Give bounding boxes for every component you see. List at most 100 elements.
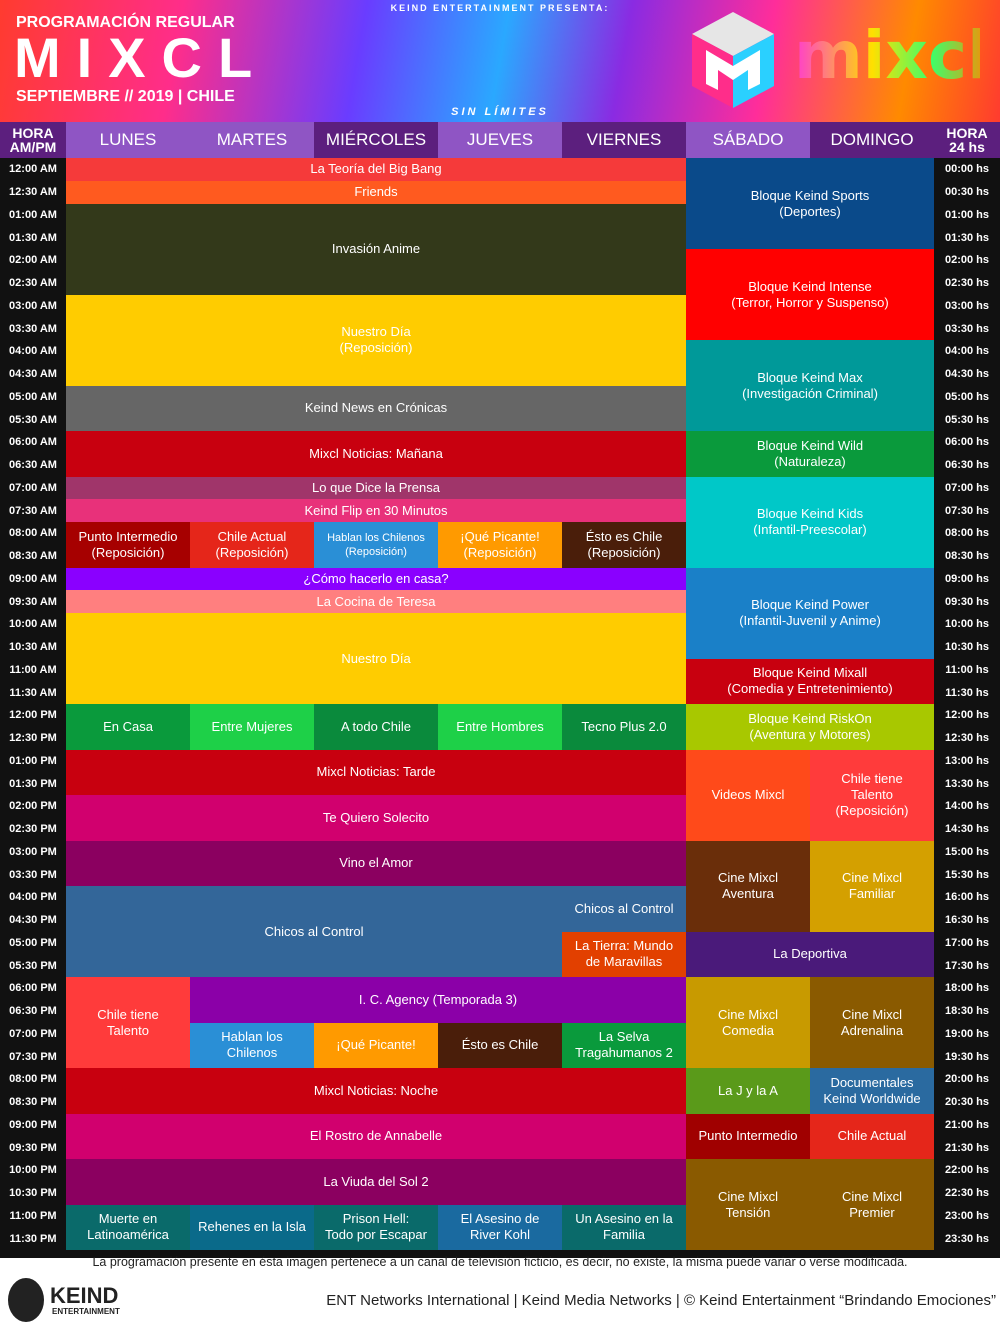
program-block: Friends (66, 180, 686, 204)
program-title: Videos Mixcl (711, 787, 785, 802)
program-title: Punto Intermedio (698, 1128, 798, 1144)
hour-label: 05:00 AM (0, 385, 66, 409)
program-block: La J y la A (686, 1068, 810, 1114)
program-block: Entre Hombres (438, 704, 562, 750)
program-title: Bloque Keind Power (751, 597, 869, 612)
program-title: Cine Mixcl (718, 1188, 778, 1204)
program-title: Comedia (721, 1022, 775, 1038)
program-title: Familia (603, 1227, 645, 1243)
hour-label: 03:30 AM (0, 317, 66, 340)
hour-label: 08:00 PM (0, 1068, 66, 1091)
hour-label: 15:00 hs (934, 840, 1000, 864)
hour-label: 08:30 PM (0, 1090, 66, 1114)
day-header: LUNES (66, 122, 190, 158)
hour-label: 04:30 AM (0, 362, 66, 386)
hour-label: 17:00 hs (934, 931, 1000, 955)
program-block: Lo que Dice la Prensa (66, 476, 686, 500)
hour-label: 06:00 hs (934, 431, 1000, 454)
program-title: (Infantil-Preescolar) (753, 522, 867, 537)
program-title: Tecno Plus 2.0 (581, 718, 667, 734)
program-title: Documentales (830, 1074, 914, 1090)
program-title: Te Quiero Solecito (322, 809, 430, 825)
program-title: Ésto es Chile (585, 528, 663, 544)
hour-label: 07:30 hs (934, 499, 1000, 522)
hour-label: 18:30 hs (934, 999, 1000, 1023)
program-block: Keind News en Crónicas (66, 385, 686, 431)
hour-label: 05:30 hs (934, 408, 1000, 431)
program-block: Cine Mixcl Premier (810, 1159, 934, 1250)
program-block: Mixcl Noticias: Tarde (66, 749, 686, 795)
hour-label: 10:00 AM (0, 613, 66, 636)
program-block: La Tierra: Mundo de Maravillas (562, 931, 686, 977)
hour-label: 12:30 PM (0, 726, 66, 750)
program-block: Vino el Amor (66, 840, 686, 886)
brand: KEIND (50, 1283, 119, 1308)
program-block: Entre Mujeres (190, 704, 314, 750)
program-block: I. C. Agency (Temporada 3) (190, 977, 686, 1023)
program-title: I. C. Agency (Temporada 3) (358, 991, 518, 1007)
hour-label: 03:30 hs (934, 317, 1000, 340)
hour-label: 14:30 hs (934, 817, 1000, 841)
hour-label: 02:00 AM (0, 249, 66, 272)
hour-label: 12:00 PM (0, 704, 66, 727)
hour-label: 11:30 AM (0, 681, 66, 704)
hour-label: 06:30 PM (0, 999, 66, 1023)
program-block: Nuestro Día (Reposición) (66, 294, 686, 386)
program-title: Familiar (848, 886, 896, 901)
notice: La programación presente en ésta imagen … (92, 1255, 908, 1269)
program-block: Punto Intermedio (686, 1113, 810, 1159)
hour-label: 01:00 hs (934, 203, 1000, 227)
program-block: Te Quiero Solecito (66, 795, 686, 841)
program-title: Bloque Keind RiskOn (748, 710, 872, 726)
hour-label: 22:30 hs (934, 1181, 1000, 1205)
program-title: Lo que Dice la Prensa (312, 479, 440, 495)
hour-label: 01:00 AM (0, 203, 66, 227)
hour-label: 12:30 hs (934, 726, 1000, 750)
hour-label: 23:00 hs (934, 1204, 1000, 1228)
brand-sub: ENTERTAINMENT (52, 1307, 120, 1316)
program-block: Bloque Keind Power (Infantil-Juvenil y An… (686, 567, 934, 659)
hour-label: 12:30 AM (0, 180, 66, 204)
program-block: ¿Cómo hacerlo en casa? (66, 567, 686, 591)
program-title: Rehenes en la Isla (198, 1219, 306, 1235)
program-title: Entre Mujeres (211, 718, 293, 734)
program-block: Prison Hell: Todo por Escapar (314, 1204, 438, 1250)
program-block: Mixcl Noticias: Mañana (66, 431, 686, 477)
program-title: La Cocina de Teresa (316, 593, 436, 609)
hour-header: HORA AM/PM (0, 122, 66, 158)
program-title: ¿Cómo hacerlo en casa? (303, 570, 449, 586)
hour-label: 05:00 PM (0, 931, 66, 955)
program-title: Invasión Anime (331, 241, 421, 256)
hour-label: 18:00 hs (934, 977, 1000, 1000)
program-block: Nuestro Día (66, 613, 686, 704)
program-title: Latinoamérica (87, 1227, 169, 1243)
hour-label: 10:30 PM (0, 1181, 66, 1205)
program-block: Cine Mixcl Aventura (686, 840, 810, 932)
hour-label: 09:30 hs (934, 590, 1000, 613)
program-title: Cine Mixcl (842, 1006, 902, 1022)
program-block: Chile Actual (810, 1113, 934, 1159)
hour-label: 23:30 hs (934, 1227, 1000, 1250)
hour-label: 12:00 AM (0, 158, 66, 181)
program-title: (Reposición) (587, 544, 661, 560)
program-title: Bloque Keind Intense (748, 278, 872, 294)
hour-header: HORA 24 hs (934, 122, 1000, 158)
program-block: Tecno Plus 2.0 (562, 704, 686, 750)
hour-label: 02:30 AM (0, 271, 66, 295)
program-block: La Deportiva (686, 931, 934, 977)
program-block: ¡Qué Picante! (314, 1022, 438, 1068)
hour-label: 09:00 PM (0, 1113, 66, 1137)
program-title: Bloque Keind Mixall (752, 665, 868, 681)
program-block: La Teoría del Big Bang (66, 158, 686, 181)
hour-label: 06:00 AM (0, 431, 66, 454)
hour-label: 00:30 hs (934, 180, 1000, 204)
hour-label: 01:30 PM (0, 772, 66, 795)
schedule-grid: HORA AM/PM LUNES MARTES MIÉRCOLES JUEVES VIERN… (0, 122, 1000, 1258)
program-block: Mixcl Noticias: Noche (66, 1068, 686, 1114)
day-header: SÁBADO (686, 122, 810, 158)
program-block: Cine Mixcl Comedia (686, 977, 810, 1068)
date: SEPTIEMBRE // 2019 | CHILE (16, 88, 235, 105)
hour-label: 03:00 AM (0, 294, 66, 318)
program-title: Nuestro Día (341, 324, 411, 339)
hour-label: 08:00 hs (934, 522, 1000, 545)
